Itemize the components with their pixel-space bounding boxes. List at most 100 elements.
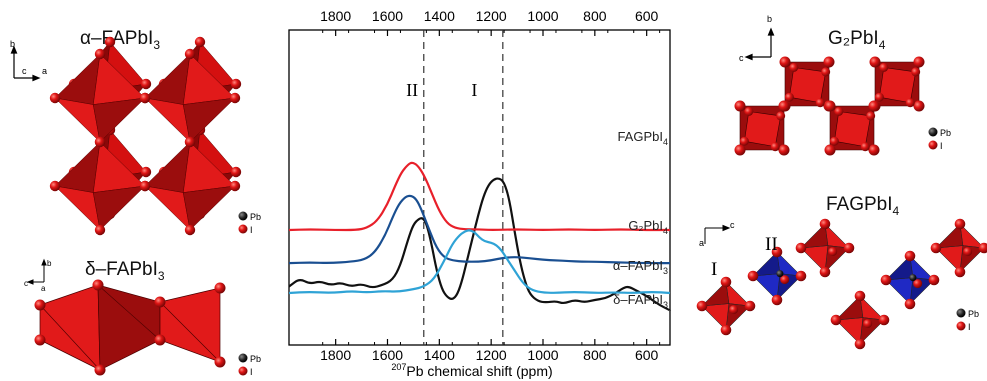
series-line-delta [288,229,671,295]
iodine-atom [834,107,844,116]
delta-fapbi3-panel: δ–FAPbI3 b c a Pb I [24,258,261,377]
pb-atom-icon [928,127,938,137]
iodine-atom [184,136,196,148]
iodine-atom [824,100,836,112]
iodine-atom [779,56,791,68]
iodine-atom [744,300,756,312]
pb-legend-label: Pb [940,128,951,138]
octahedron-face [92,185,146,231]
i-atom-icon [928,140,938,150]
axis-c-label: c [730,220,735,230]
x-tick-label-bottom: 1200 [476,347,507,363]
iodine-atom [34,299,46,311]
octahedron-face [159,287,221,363]
iodine-atom [34,334,46,346]
fag-title: FAGPbI4 [826,194,900,218]
iodine-atom [789,63,799,72]
iodine-atom [770,142,780,152]
axis-b-label: b [10,39,15,49]
iodine-atom [49,180,61,192]
tick-group: 1800 1800 1600 1600 1400 1400 1200 1200 1000 1000… [320,8,661,363]
iodine-atom [739,136,749,146]
octahedron-face [935,223,964,249]
series-line-alpha [288,194,670,265]
octahedron-face [54,53,101,105]
fag-axes-icon [704,224,731,244]
iodine-atom [139,180,151,192]
axis-a-label: a [42,66,47,76]
iodine-atom [830,314,842,326]
iodine-atom [734,144,746,156]
iodine-atom [771,294,783,306]
iodine-atom [928,274,940,286]
peak-label: I [471,80,477,100]
octahedron-face [744,111,782,148]
series-label-delta: δ–FAPbI3 [613,292,668,310]
series-label-g2: G₂PbI4 [628,218,668,236]
iodine-atom [843,242,855,254]
octahedron-face [144,53,191,105]
octahedron-face [182,185,236,231]
x-tick-label-bottom: 800 [583,347,607,363]
iodine-atom [729,305,739,315]
pb-legend-label: Pb [250,354,261,364]
iodine-atom [771,246,783,258]
iodine-atom [94,136,106,148]
site-label-i: I [711,259,717,280]
iodine-atom [874,92,884,102]
fagpbi4-panel: FAGPbI4 c a I II Pb I [696,194,987,350]
iodine-atom [214,356,226,368]
delta-title: δ–FAPbI3 [85,259,165,283]
delta-octahedra [34,279,226,376]
x-tick-label-bottom: 600 [635,347,659,363]
lead-atom [776,270,784,278]
iodine-atom [94,224,106,236]
x-tick-label-top: 1200 [476,8,507,24]
iodine-atom [819,218,831,230]
axis-b-label: b [47,259,52,268]
iodine-atom [744,107,754,116]
nmr-chart: 1800 1800 1600 1600 1400 1400 1200 1200 1000 1000… [288,8,672,379]
iodine-atom [230,166,242,178]
iodine-atom [140,166,152,178]
g2-title: G₂PbI4 [828,28,886,52]
iodine-atom [780,275,790,285]
iodine-atom [954,266,966,278]
site-label-ii: II [765,234,778,255]
x-tick-label-bottom: 1400 [424,347,455,363]
octahedron-face [752,251,781,277]
x-tick-label-top: 1600 [372,8,403,24]
iodine-atom [866,111,876,121]
octahedron-face [54,141,101,193]
alpha-axes-icon [10,45,41,82]
iodine-atom [229,180,241,192]
iodine-atom [184,48,196,60]
iodine-atom [828,247,838,257]
octahedron-face [39,284,101,371]
octahedron-face [701,281,730,307]
iodine-atom [784,92,794,102]
pb-legend-label: Pb [250,212,261,222]
iodine-atom [978,242,987,254]
iodine-atom [139,92,151,104]
iodine-atom [104,36,116,48]
iodine-atom [720,324,732,336]
iodine-atom [879,63,889,72]
x-tick-label-top: 1800 [320,8,351,24]
iodine-atom [776,111,786,121]
i-legend-label: I [250,225,253,235]
iodine-atom [92,279,104,291]
iodine-atom [963,247,973,257]
x-tick-label-bottom: 1000 [527,347,558,363]
pb-atom-icon [238,353,248,363]
pb-atom-icon [238,211,248,221]
g2-octahedra [734,56,925,156]
series-label-alpha: α–FAPbI3 [613,258,668,276]
iodine-atom [795,270,807,282]
octahedron-face [789,67,827,104]
iodine-atom [863,319,873,329]
iodine-atom [230,78,242,90]
x-tick-label-bottom: 1600 [372,347,403,363]
pb-legend-label: Pb [968,309,979,319]
iodine-atom [154,296,166,308]
